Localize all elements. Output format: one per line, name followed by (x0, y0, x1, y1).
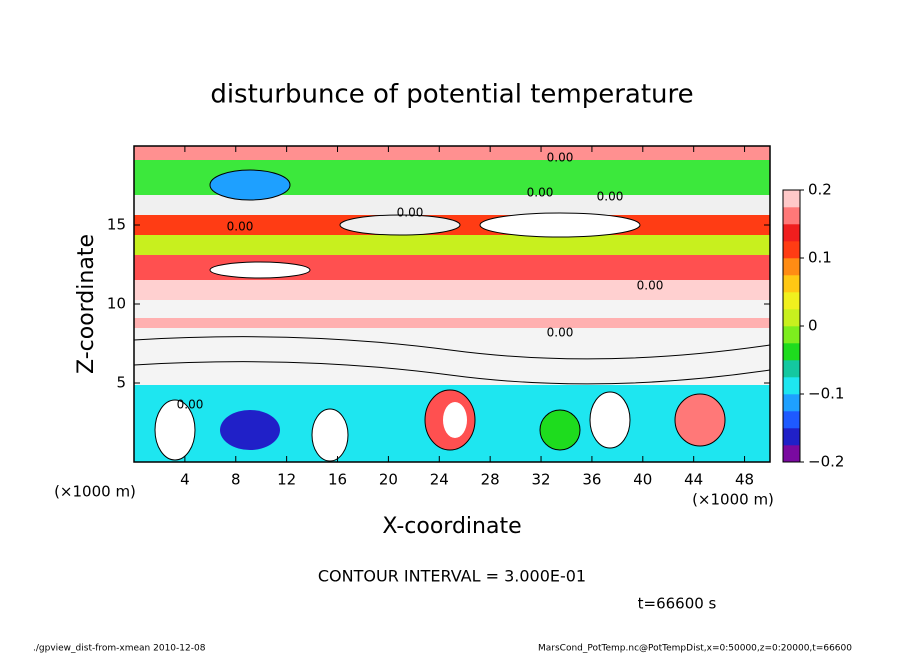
colorbar-cell (783, 207, 800, 225)
colorbar-tick-label: 0.1 (808, 249, 832, 267)
colorbar-cell (783, 292, 800, 310)
x-tick-label: 28 (481, 471, 500, 489)
x-tick-label: 8 (231, 471, 241, 489)
y-tick-label: 5 (116, 374, 126, 392)
y-tick-label: 15 (107, 216, 126, 234)
colorbar-cell (783, 394, 800, 412)
colorbar-cell (783, 411, 800, 429)
x-tick-label: 24 (430, 471, 449, 489)
contour-label: 0.00 (527, 186, 554, 200)
x-tick-label: 20 (379, 471, 398, 489)
colorbar-tick-label: 0.2 (808, 181, 832, 199)
colorbar-cell (783, 428, 800, 446)
contour-label: 0.00 (547, 326, 574, 340)
contour-label: 0.00 (547, 151, 574, 165)
footer-left: ./gpview_dist-from-xmean 2010-12-08 (33, 644, 206, 654)
colorbar-cell (783, 258, 800, 276)
x-tick-label: 44 (684, 471, 703, 489)
colorbar-cell (783, 377, 800, 395)
colorbar-cell (783, 224, 800, 242)
contour-label: 0.00 (397, 206, 424, 220)
contour-label: 0.00 (177, 398, 204, 412)
colorbar-cell (783, 360, 800, 378)
field (134, 146, 770, 462)
x-tick-label: 40 (633, 471, 652, 489)
x-tick-label: 36 (582, 471, 601, 489)
annotation: t=66600 s (638, 595, 717, 613)
colorbar-cell (783, 309, 800, 327)
y-axis-label: Z-coordinate (74, 234, 99, 374)
contour-label: 0.00 (227, 220, 254, 234)
contour-label: 0.00 (637, 279, 664, 293)
colorbar-tick-label: −0.1 (808, 385, 844, 403)
x-tick-label: 12 (277, 471, 296, 489)
colorbar-cell (783, 190, 800, 208)
x-tick-label: 16 (328, 471, 347, 489)
colorbar-tick-label: −0.2 (808, 453, 844, 471)
x-axis-label: X-coordinate (382, 514, 521, 539)
contour-label: 0.00 (597, 190, 624, 204)
chart-title: disturbunce of potential temperature (210, 80, 693, 110)
colorbar-cell (783, 241, 800, 259)
colorbar-cell (783, 326, 800, 344)
x-unit: (×1000 m) (692, 491, 774, 509)
colorbar-cell (783, 275, 800, 293)
footer-right: MarsCond_PotTemp.nc@PotTempDist,x=0:5000… (538, 644, 852, 654)
y-unit: (×1000 m) (54, 483, 136, 501)
colorbar-cell (783, 445, 800, 463)
colorbar-cell (783, 343, 800, 361)
annotation: CONTOUR INTERVAL = 3.000E-01 (318, 567, 586, 586)
x-tick-label: 32 (531, 471, 550, 489)
x-tick-label: 48 (735, 471, 754, 489)
y-tick-label: 10 (107, 295, 126, 313)
x-tick-label: 4 (180, 471, 190, 489)
colorbar-tick-label: 0 (808, 317, 818, 335)
